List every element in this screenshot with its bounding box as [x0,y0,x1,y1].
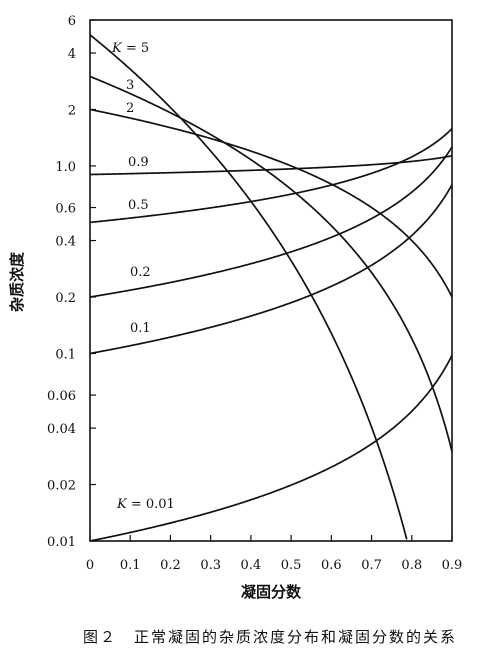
curve-label-k-0-1: 0.1 [130,321,151,336]
curve-label-k-3: 3 [126,78,134,93]
y-tick-label: 2 [68,103,76,118]
curve-k-5 [89,34,408,540]
figure-caption: 图２ 正常凝固的杂质浓度分布和凝固分数的关系 [83,628,457,646]
y-tick-label: 0.04 [47,422,76,437]
curve-label-k-0-2: 0.2 [130,265,151,280]
x-tick-label: 0.3 [200,558,221,573]
x-axis-label: 凝固分数 [241,583,302,601]
y-tick-label: 0.01 [47,535,76,550]
y-tick-label: 6 [68,14,76,29]
curve-k-0-5 [89,128,453,224]
y-tick-label: 0.6 [55,202,76,217]
x-tick-label: 0.5 [281,558,302,573]
curve-label-k-0-01: K = 0.01 [116,497,175,512]
curve-k-0-01 [89,354,453,542]
y-tick-label: 0.06 [47,389,76,404]
curve-label-k-0-9: 0.9 [128,155,149,170]
curve-k-0-9 [89,154,453,176]
curve-k-2 [89,108,453,298]
curve-label-k-5: K = 5 [111,41,149,56]
x-tick-label: 0.1 [120,558,141,573]
y-tick-label: 0.02 [47,479,76,494]
y-tick-label: 0.1 [55,347,76,362]
x-tick-label: 0.2 [160,558,181,573]
y-tick-label: 0.2 [55,291,76,306]
y-axis-label: 杂质浓度 [8,251,26,312]
curve-k-0-2 [89,146,453,298]
curve-label-k-2: 2 [126,101,134,116]
x-tick-label: 0.6 [321,558,342,573]
curve-label-k-0-5: 0.5 [128,198,149,213]
x-tick-label: 0.7 [361,558,382,573]
curve-labels: K = 5 3 2 0.9 0.5 0.2 0.1 K = 0.01 [111,41,175,512]
x-tick-label: 0.4 [241,558,262,573]
curve-k-3 [89,75,453,452]
x-tick-label: 0.8 [401,558,422,573]
x-axis-ticks: 0 0.1 0.2 0.3 0.4 0.5 0.6 0.7 0.8 0.9 [86,535,462,573]
x-tick-label: 0.9 [442,558,463,573]
x-tick-label: 0 [86,558,94,573]
concentration-curves [89,34,453,542]
y-tick-label: 0.4 [55,235,76,250]
curve-k-0-1 [89,184,453,355]
y-tick-label: 4 [68,47,76,62]
y-tick-label: 1.0 [55,160,76,175]
y-axis-ticks: 0.01 0.02 0.04 0.06 0.1 0.2 0.4 0.6 1.0 2 4 6 [47,14,96,550]
plot-frame [89,19,453,542]
